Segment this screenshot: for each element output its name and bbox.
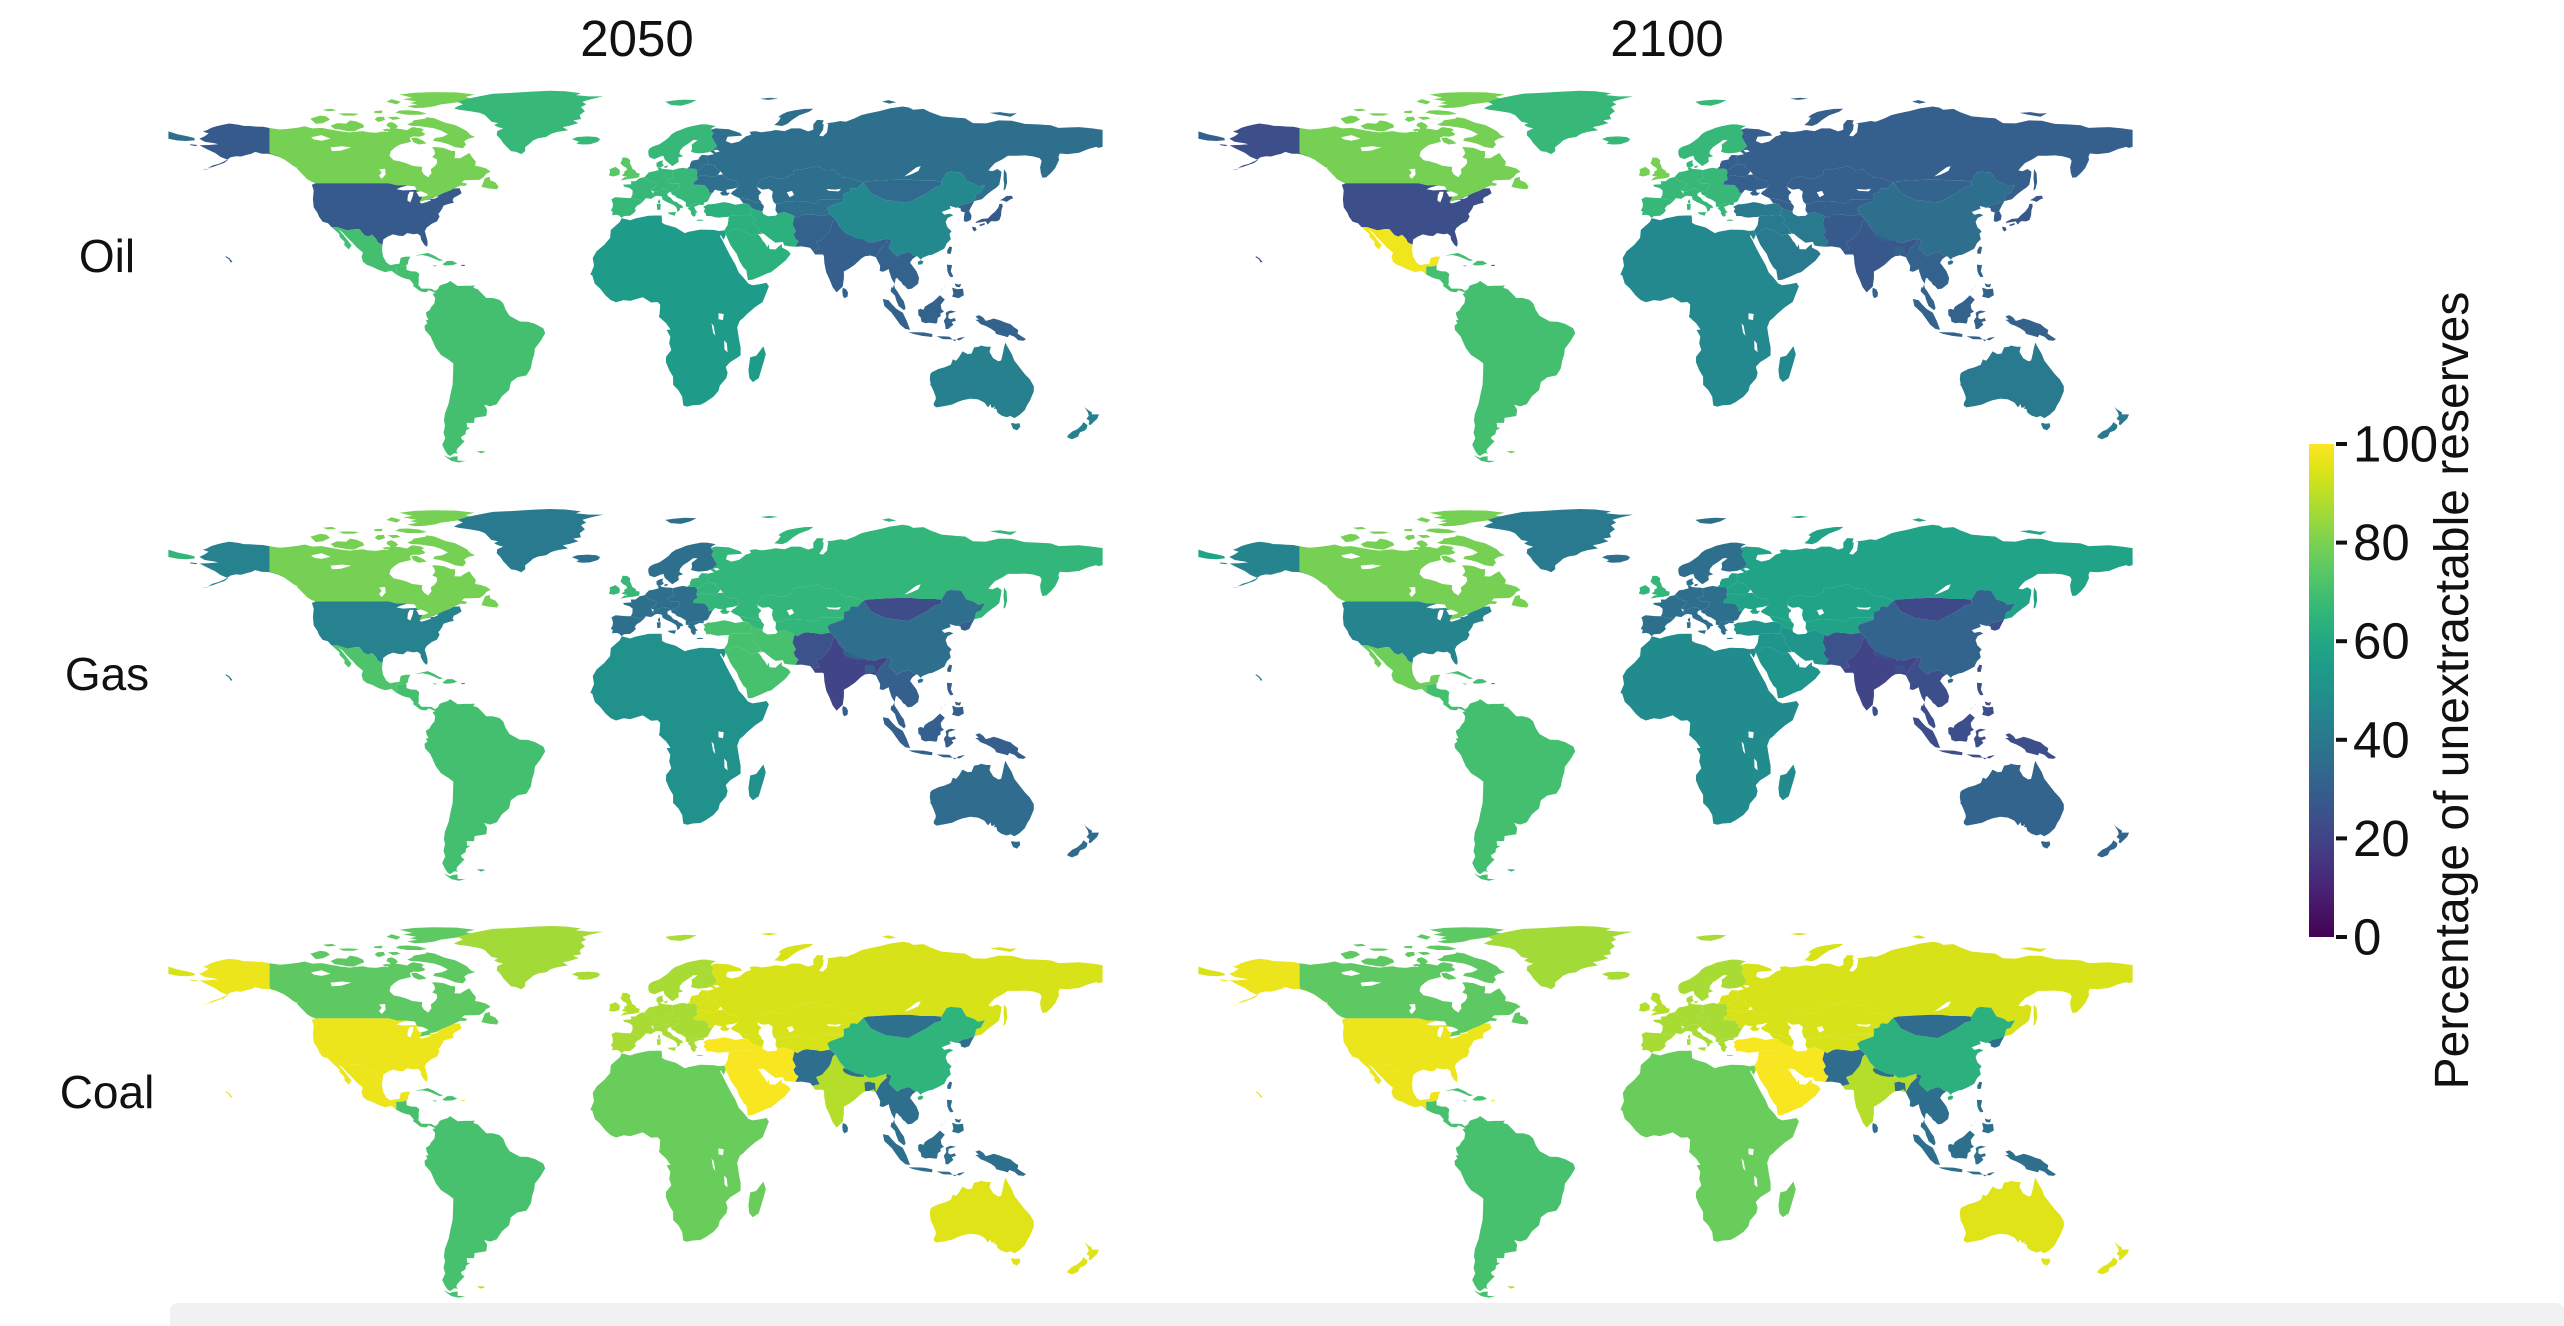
svg-text:Percentage of unextractable re: Percentage of unextractable reserves [2426,292,2479,1090]
svg-text:20: 20 [2353,810,2410,867]
svg-text:60: 60 [2353,613,2410,670]
svg-text:0: 0 [2353,909,2381,966]
svg-text:100: 100 [2353,416,2438,473]
svg-text:80: 80 [2353,514,2410,571]
svg-text:40: 40 [2353,711,2410,768]
